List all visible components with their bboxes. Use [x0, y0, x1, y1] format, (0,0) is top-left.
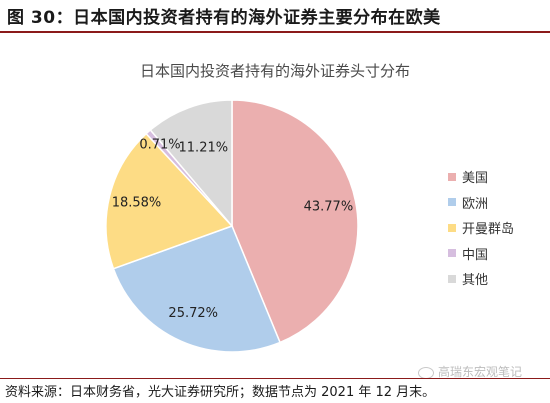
- legend-swatch-3: [448, 223, 456, 232]
- pie-slice-1: [231, 99, 359, 344]
- legend-label-3: 开曼群岛: [462, 222, 515, 238]
- legend-item-1: 美国: [448, 164, 514, 190]
- pie-slice-3: [105, 132, 234, 270]
- title-divider: [0, 31, 550, 33]
- wechat-icon: [418, 366, 434, 379]
- data-label-2: 25.72%: [168, 306, 218, 321]
- legend-swatch-1: [448, 172, 456, 181]
- pie-slice-2: [112, 225, 282, 353]
- chart-legend: 美国欧洲开曼群岛中国其他: [448, 164, 514, 292]
- legend-label-2: 欧洲: [462, 196, 489, 212]
- legend-label-4: 中国: [462, 247, 489, 263]
- legend-item-4: 中国: [448, 241, 514, 267]
- source-divider: [0, 378, 550, 379]
- figure-title: 图 30：日本国内投资者持有的海外证券主要分布在欧美: [7, 8, 441, 28]
- legend-item-3: 开曼群岛: [448, 215, 514, 241]
- pie-slice-5: [149, 99, 233, 229]
- chart-title: 日本国内投资者持有的海外证券头寸分布: [139, 62, 410, 80]
- data-label-5: 11.21%: [179, 140, 229, 155]
- legend-item-5: 其他: [448, 266, 514, 292]
- legend-swatch-4: [448, 249, 456, 258]
- legend-item-2: 欧洲: [448, 190, 514, 216]
- data-label-3: 18.58%: [112, 195, 162, 210]
- data-label-1: 43.77%: [304, 199, 354, 214]
- legend-swatch-2: [448, 198, 456, 207]
- legend-label-1: 美国: [462, 171, 489, 187]
- legend-swatch-5: [448, 274, 456, 283]
- watermark-text: 高瑞东宏观笔记: [438, 365, 523, 379]
- data-label-4: 0.71%: [139, 138, 180, 153]
- legend-label-5: 其他: [462, 273, 489, 289]
- source-note: 资料来源：日本财务省，光大证券研究所；数据节点为 2021 年 12 月末。: [5, 385, 436, 400]
